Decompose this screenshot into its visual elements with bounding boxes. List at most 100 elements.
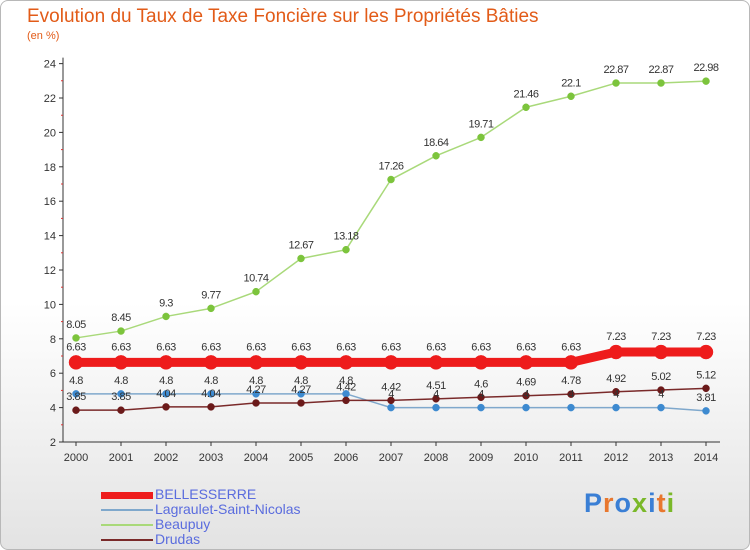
data-label: 22.1 — [561, 77, 581, 89]
data-label: 4.04 — [201, 388, 221, 400]
data-point — [612, 403, 620, 412]
data-point — [162, 403, 170, 411]
data-label: 6.63 — [561, 341, 581, 353]
data-label: 21.46 — [513, 88, 538, 100]
data-point — [68, 355, 84, 370]
data-point — [567, 92, 575, 101]
data-label: 22.98 — [693, 62, 718, 74]
data-point — [477, 393, 485, 402]
y-tick-label: 22 — [44, 93, 56, 105]
y-tick-label: 4 — [50, 403, 56, 415]
logo-letter: i — [666, 488, 676, 518]
x-tick-label: 2003 — [199, 452, 223, 464]
data-label: 4.69 — [516, 377, 536, 389]
data-label: 4.92 — [606, 373, 626, 385]
data-point — [207, 304, 215, 313]
data-label: 22.87 — [603, 64, 628, 76]
data-label: 3.85 — [111, 391, 131, 403]
data-label: 4 — [478, 389, 484, 401]
x-tick-label: 2000 — [64, 452, 88, 464]
data-label: 4.8 — [159, 375, 173, 387]
y-tick-label: 10 — [44, 299, 56, 311]
data-label: 6.63 — [471, 341, 491, 353]
y-tick-label: 14 — [44, 231, 56, 243]
x-tick-label: 2013 — [649, 452, 673, 464]
data-point — [657, 403, 665, 412]
x-tick-label: 2014 — [694, 452, 718, 464]
data-point — [473, 355, 489, 370]
data-point — [567, 403, 575, 412]
data-label: 17.26 — [378, 161, 403, 173]
data-label: 22.87 — [648, 64, 673, 76]
data-point — [612, 79, 620, 87]
y-tick-label: 16 — [44, 196, 56, 208]
data-point — [72, 406, 80, 414]
x-tick-label: 2008 — [424, 452, 448, 464]
data-label: 4 — [613, 389, 619, 401]
data-label: 4.8 — [294, 375, 308, 387]
data-label: 6.63 — [156, 341, 176, 353]
x-tick-label: 2007 — [379, 452, 403, 464]
data-label: 12.67 — [288, 239, 313, 251]
data-label: 6.63 — [111, 341, 131, 353]
logo-letter: x — [632, 488, 649, 518]
data-point — [387, 403, 395, 412]
data-label: 4.27 — [291, 384, 311, 396]
legend-label: BELLESSERRE — [155, 486, 257, 502]
data-point — [432, 395, 440, 403]
data-point — [248, 355, 264, 370]
data-label: 4.27 — [246, 384, 266, 396]
data-point — [612, 388, 620, 396]
data-point — [207, 390, 215, 398]
data-point — [522, 403, 530, 412]
logo-letter: o — [614, 488, 633, 518]
data-point — [428, 355, 444, 370]
data-label: 4.51 — [426, 380, 446, 392]
data-label: 7.23 — [696, 331, 716, 343]
data-label: 4.8 — [339, 375, 353, 387]
data-point — [203, 355, 219, 370]
data-point — [252, 390, 260, 398]
data-label: 4.42 — [336, 381, 356, 393]
data-point — [702, 407, 710, 415]
data-label: 4.8 — [69, 375, 83, 387]
data-point — [522, 103, 530, 112]
data-point — [342, 396, 350, 405]
data-label: 4 — [388, 389, 394, 401]
logo-letter: r — [603, 488, 615, 518]
data-label: 4.04 — [156, 388, 176, 400]
data-point — [297, 390, 305, 398]
chart-subtitle: (en %) — [27, 30, 60, 42]
legend-label: Lagraulet-Saint-Nicolas — [155, 501, 301, 517]
data-label: 6.63 — [201, 341, 221, 353]
data-label: 3.81 — [696, 392, 716, 404]
data-point — [158, 355, 174, 370]
data-label: 8.45 — [111, 312, 131, 324]
x-tick-label: 2011 — [559, 452, 583, 464]
x-tick-label: 2009 — [469, 452, 493, 464]
data-label: 4 — [568, 389, 574, 401]
data-label: 4.78 — [561, 375, 581, 387]
data-point — [432, 152, 440, 160]
legend-swatch — [101, 524, 153, 526]
x-tick-label: 2004 — [244, 452, 268, 464]
data-label: 4 — [433, 389, 439, 401]
data-point — [657, 386, 665, 394]
legend-swatch — [101, 539, 153, 541]
data-label: 4.8 — [114, 375, 128, 387]
data-label: 13.18 — [333, 231, 358, 243]
data-label: 4.8 — [249, 375, 263, 387]
data-label: 4.6 — [474, 378, 488, 390]
data-label: 5.12 — [696, 369, 716, 381]
data-label: 4 — [523, 389, 529, 401]
data-point — [432, 403, 440, 412]
data-point — [608, 344, 624, 360]
data-point — [342, 245, 350, 254]
data-label: 4 — [658, 389, 664, 401]
y-tick-label: 24 — [44, 59, 56, 71]
data-label: 4.42 — [381, 381, 401, 393]
data-point — [162, 390, 170, 398]
x-tick-label: 2005 — [289, 452, 313, 464]
x-tick-label: 2002 — [154, 452, 178, 464]
data-label: 10.74 — [243, 273, 268, 285]
